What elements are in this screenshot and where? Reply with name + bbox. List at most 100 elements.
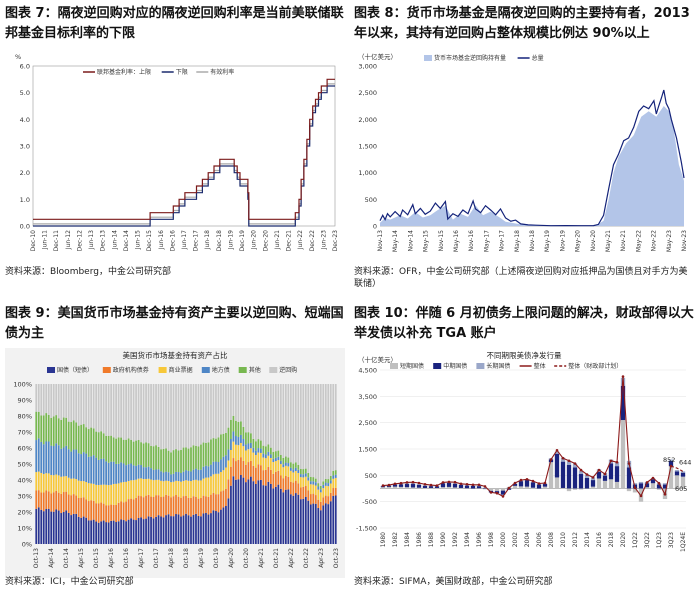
issuance-bar-segment — [602, 475, 608, 481]
x-tick-label: Jun-18 — [204, 230, 211, 250]
issuance-bar-segment — [614, 466, 620, 482]
stack-segment — [220, 509, 222, 544]
reverse-repo-segment — [95, 384, 98, 432]
y-tick-label: 2.0 — [20, 169, 30, 177]
x-tick-label: 2008 — [548, 532, 555, 547]
stack-segment — [52, 416, 55, 447]
total-point — [513, 481, 517, 485]
stack-segment — [62, 447, 65, 477]
stack-segment — [272, 473, 275, 489]
x-tick-label: 1Q23 — [656, 532, 663, 548]
x-tick-label: Dec-18 — [216, 230, 223, 252]
stack-segment — [80, 481, 83, 498]
stack-segment — [170, 474, 172, 483]
stack-segment — [52, 446, 55, 476]
issuance-bar-segment — [554, 451, 560, 454]
reverse-repo-segment — [324, 384, 327, 480]
total-point — [549, 458, 553, 461]
stack-segment — [157, 446, 160, 470]
stack-segment — [190, 516, 192, 544]
reverse-repo-segment — [180, 384, 182, 450]
reverse-repo-segment — [245, 384, 247, 433]
stack-segment — [255, 455, 257, 468]
stack-segment — [157, 479, 160, 496]
x-tick-label: 2006 — [536, 532, 543, 547]
issuance-bar-segment — [404, 484, 410, 488]
stack-segment — [90, 427, 93, 457]
stack-segment — [277, 460, 280, 471]
x-tick-label: Oct-14 — [63, 548, 70, 568]
stack-segment — [135, 497, 137, 521]
stack-segment — [282, 492, 285, 544]
stack-segment — [190, 481, 192, 498]
issuance-bar-segment — [578, 474, 584, 489]
legend-label: 商业票据 — [169, 366, 193, 374]
x-tick-label: Nov-14 — [407, 230, 414, 252]
x-tick-label: Jun-21 — [274, 230, 281, 250]
issuance-bar-segment — [440, 487, 446, 489]
stack-segment — [135, 440, 137, 466]
stack-segment — [57, 510, 60, 544]
stack-segment — [95, 503, 98, 522]
chart-title: 美国货币市场基金持有资产占比 — [123, 350, 228, 360]
reverse-repo-segment — [195, 384, 197, 446]
stack-segment — [197, 498, 200, 516]
stack-segment — [115, 522, 117, 544]
stack-segment — [105, 461, 108, 485]
stack-segment — [165, 471, 167, 481]
issuance-bar-segment — [380, 487, 386, 489]
stack-segment — [297, 494, 300, 544]
issuance-bar-segment — [572, 463, 578, 468]
stack-segment — [202, 478, 205, 496]
stack-segment — [150, 496, 152, 517]
reverse-repo-segment — [222, 384, 225, 434]
stack-segment — [284, 462, 287, 466]
stack-segment — [272, 488, 275, 544]
stack-segment — [85, 453, 88, 483]
total-point — [519, 478, 523, 482]
total-point — [459, 482, 463, 486]
stack-segment — [319, 501, 322, 511]
reverse-repo-segment — [142, 384, 145, 444]
issuance-bar-segment — [590, 480, 596, 487]
issuance-bar-segment — [626, 488, 632, 492]
stack-segment — [90, 520, 93, 544]
x-tick-label: Jun-15 — [135, 230, 142, 250]
reverse-repo-segment — [282, 384, 285, 458]
issuance-bar-segment — [500, 488, 506, 491]
x-tick-label: 1992 — [452, 532, 459, 547]
reverse-repo-segment — [50, 384, 53, 418]
issuance-bar-segment — [422, 485, 428, 488]
stack-segment — [252, 465, 255, 482]
x-tick-label: Jun-20 — [251, 230, 258, 250]
reverse-repo-segment — [302, 384, 305, 470]
legend-label: 短期国债 — [400, 362, 424, 370]
reverse-repo-segment — [47, 384, 50, 415]
stack-segment — [215, 511, 217, 544]
stack-segment — [252, 481, 255, 544]
stack-segment — [232, 458, 235, 477]
reverse-repo-segment — [217, 384, 220, 438]
stack-segment — [185, 513, 187, 544]
reverse-repo-segment — [212, 384, 215, 439]
x-tick-label: Jun-17 — [181, 230, 188, 250]
total-point — [471, 483, 475, 487]
stack-segment — [212, 438, 215, 462]
stack-segment — [97, 485, 100, 504]
stack-segment — [274, 461, 277, 472]
stack-segment — [205, 477, 207, 497]
stack-segment — [182, 496, 185, 516]
stack-segment — [329, 475, 332, 481]
issuance-bar-segment — [566, 464, 572, 489]
stack-segment — [75, 422, 78, 450]
total-point — [501, 495, 505, 498]
stack-segment — [90, 500, 93, 521]
stack-segment — [42, 444, 45, 474]
stack-segment — [60, 476, 63, 494]
stack-segment — [97, 459, 100, 485]
stack-segment — [334, 470, 337, 475]
stack-segment — [115, 438, 117, 464]
stack-segment — [57, 475, 60, 493]
reverse-repo-segment — [75, 384, 78, 423]
